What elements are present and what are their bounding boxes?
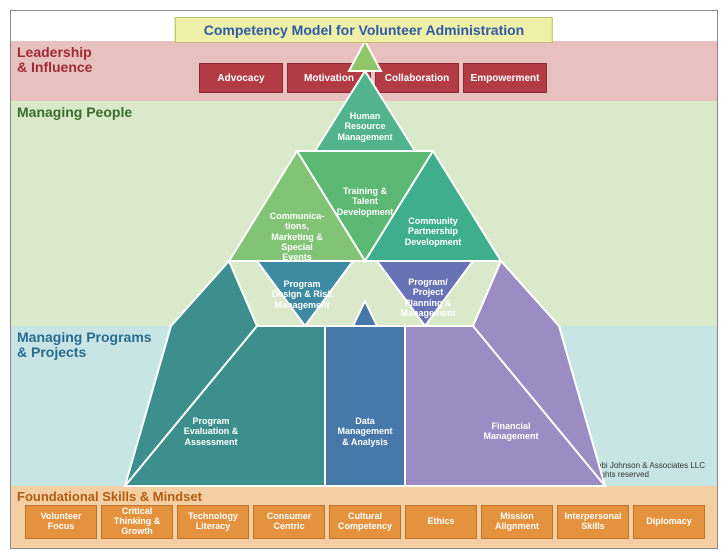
foundation-box: Ethics bbox=[405, 505, 477, 539]
foundation-box: Cultural Competency bbox=[329, 505, 401, 539]
foundation-box: Consumer Centric bbox=[253, 505, 325, 539]
foundation-box: Interpersonal Skills bbox=[557, 505, 629, 539]
diagram-title: Competency Model for Volunteer Administr… bbox=[175, 17, 553, 43]
foundation-box: Technology Literacy bbox=[177, 505, 249, 539]
foundation-box: Volunteer Focus bbox=[25, 505, 97, 539]
pyramid-svg bbox=[11, 11, 719, 550]
foundation-boxes-row: Volunteer FocusCritical Thinking & Growt… bbox=[25, 505, 705, 539]
diagram-page: Leadership & Influence Managing People M… bbox=[10, 10, 718, 549]
foundation-box: Critical Thinking & Growth bbox=[101, 505, 173, 539]
foundation-box: Diplomacy bbox=[633, 505, 705, 539]
foundation-box: Mission Alignment bbox=[481, 505, 553, 539]
